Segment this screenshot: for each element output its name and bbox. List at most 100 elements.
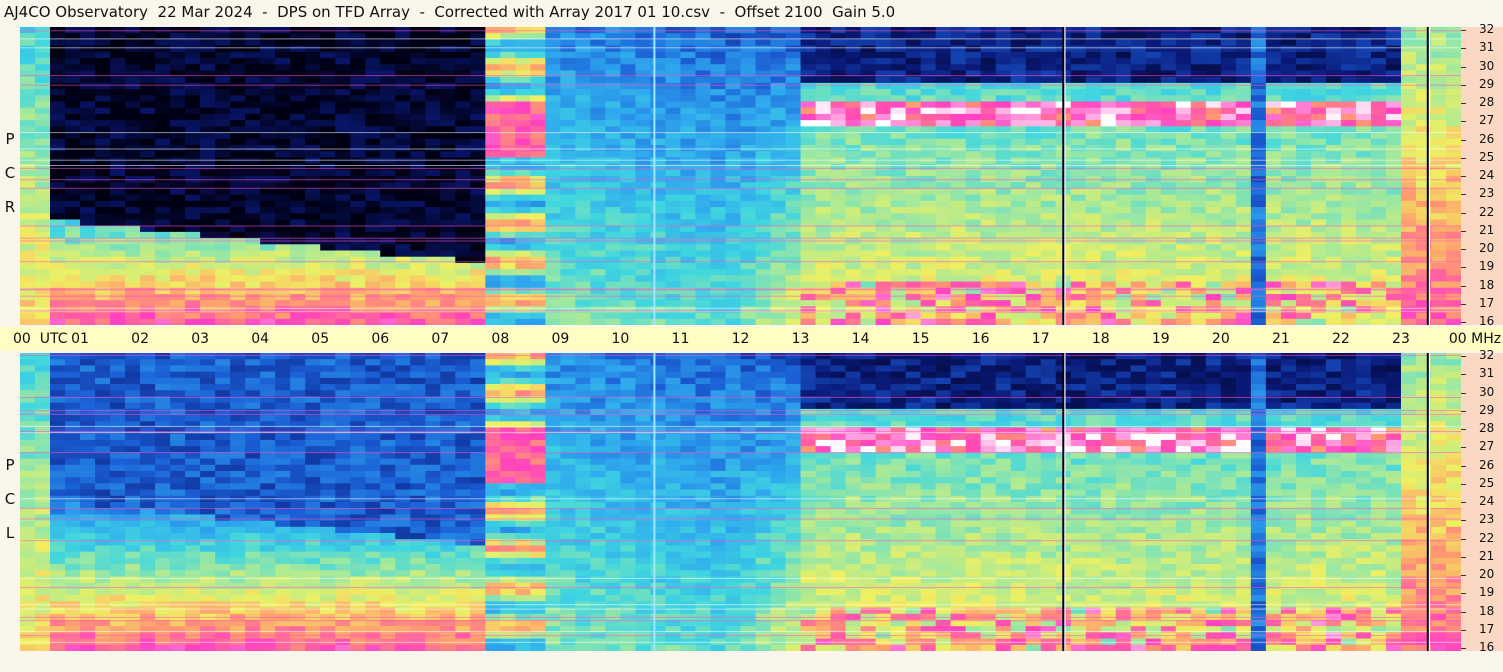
heatmap-cell	[1325, 200, 1342, 208]
heatmap-cell	[1445, 132, 1461, 140]
heatmap-cell	[1340, 194, 1357, 202]
heatmap-cell	[50, 194, 66, 202]
heatmap-cell	[215, 126, 231, 134]
heatmap-cell	[1415, 64, 1432, 72]
heatmap-cell	[680, 219, 697, 227]
heatmap-cell	[515, 120, 531, 127]
heatmap-cell	[410, 45, 426, 53]
heatmap-cell	[1115, 281, 1132, 289]
heatmap-cell	[935, 89, 952, 96]
heatmap-cell	[440, 144, 456, 152]
heatmap-cell	[425, 138, 441, 146]
heatmap-cell	[740, 39, 757, 47]
heatmap-cell	[995, 144, 1012, 152]
heatmap-cell	[1400, 169, 1417, 177]
heatmap-cell	[1250, 318, 1267, 325]
heatmap-cell	[275, 244, 291, 252]
heatmap-cell	[395, 33, 411, 41]
heatmap-cell	[965, 306, 982, 314]
heatmap-cell	[95, 470, 111, 478]
heatmap-cell	[1040, 169, 1057, 177]
heatmap-cell	[515, 194, 531, 202]
heatmap-cell	[545, 144, 561, 152]
heatmap-cell	[710, 132, 727, 140]
heatmap-cell	[650, 157, 667, 165]
heatmap-cell	[980, 169, 997, 177]
heatmap-cell	[1385, 182, 1402, 190]
heatmap-cell	[1115, 45, 1132, 53]
heatmap-cell	[1100, 250, 1117, 258]
heatmap-cell	[950, 33, 967, 41]
heatmap-cell	[1220, 82, 1237, 90]
heatmap-cell	[605, 95, 622, 103]
heatmap-cell	[1445, 76, 1461, 84]
heatmap-cell	[935, 144, 952, 152]
heatmap-cell	[350, 293, 366, 301]
heatmap-cell	[770, 163, 787, 171]
heatmap-cell	[1175, 231, 1192, 239]
heatmap-cell	[20, 113, 36, 121]
vertical-marker-line	[1428, 27, 1430, 325]
heatmap-cell	[155, 45, 171, 53]
heatmap-cell	[95, 359, 111, 367]
heatmap-cell	[545, 33, 561, 41]
heatmap-cell	[1115, 275, 1132, 283]
heatmap-cell	[680, 82, 697, 90]
heatmap-cell	[1190, 293, 1207, 301]
heatmap-cell	[740, 231, 757, 239]
heatmap-cell	[830, 151, 847, 158]
heatmap-cell	[425, 95, 441, 103]
heatmap-cell	[50, 595, 66, 602]
heatmap-cell	[485, 244, 501, 252]
heatmap-cell	[875, 244, 892, 252]
heatmap-cell	[815, 120, 832, 127]
heatmap-cell	[245, 89, 261, 96]
heatmap-cell	[575, 312, 591, 320]
heatmap-cell	[95, 607, 111, 615]
heatmap-cell	[275, 82, 291, 90]
heatmap-cell	[230, 45, 246, 53]
pol-letter: P	[5, 130, 15, 148]
heatmap-cell	[440, 82, 456, 90]
heatmap-cell	[575, 287, 591, 295]
heatmap-cell	[725, 132, 742, 140]
heatmap-cell	[1145, 113, 1162, 121]
heatmap-cell	[95, 539, 111, 547]
heatmap-cell	[260, 200, 276, 208]
heatmap-cell	[200, 138, 216, 146]
heatmap-cell	[1310, 144, 1327, 152]
heatmap-cell	[935, 300, 952, 307]
heatmap-cell	[245, 200, 261, 208]
heatmap-cell	[335, 225, 351, 233]
heatmap-cell	[305, 182, 321, 190]
heatmap-cell	[80, 539, 96, 547]
heatmap-cell	[665, 188, 682, 196]
heatmap-cell	[575, 126, 591, 134]
heatmap-cell	[215, 95, 231, 103]
heatmap-cell	[470, 138, 486, 146]
heatmap-cell	[1145, 39, 1162, 47]
heatmap-cell	[320, 194, 336, 202]
heatmap-cell	[995, 163, 1012, 171]
heatmap-cell	[65, 402, 81, 410]
heatmap-cell	[200, 262, 216, 270]
heatmap-cell	[1040, 281, 1057, 289]
heatmap-cell	[350, 306, 366, 314]
heatmap-cell	[230, 275, 246, 283]
heatmap-cell	[1175, 300, 1192, 307]
heatmap-cell	[290, 188, 306, 196]
heatmap-cell	[1280, 293, 1297, 301]
heatmap-cell	[455, 275, 471, 283]
heatmap-cell	[905, 101, 922, 109]
heatmap-cell	[920, 138, 937, 146]
heatmap-cell	[785, 51, 802, 59]
heatmap-cell	[605, 256, 622, 264]
heatmap-cell	[290, 76, 306, 84]
heatmap-cell	[410, 144, 426, 152]
heatmap-cell	[755, 51, 772, 59]
heatmap-cell	[1145, 219, 1162, 227]
heatmap-cell	[725, 225, 742, 233]
heatmap-cell	[1220, 188, 1237, 196]
heatmap-cell	[1340, 312, 1357, 320]
heatmap-cell	[620, 244, 637, 252]
